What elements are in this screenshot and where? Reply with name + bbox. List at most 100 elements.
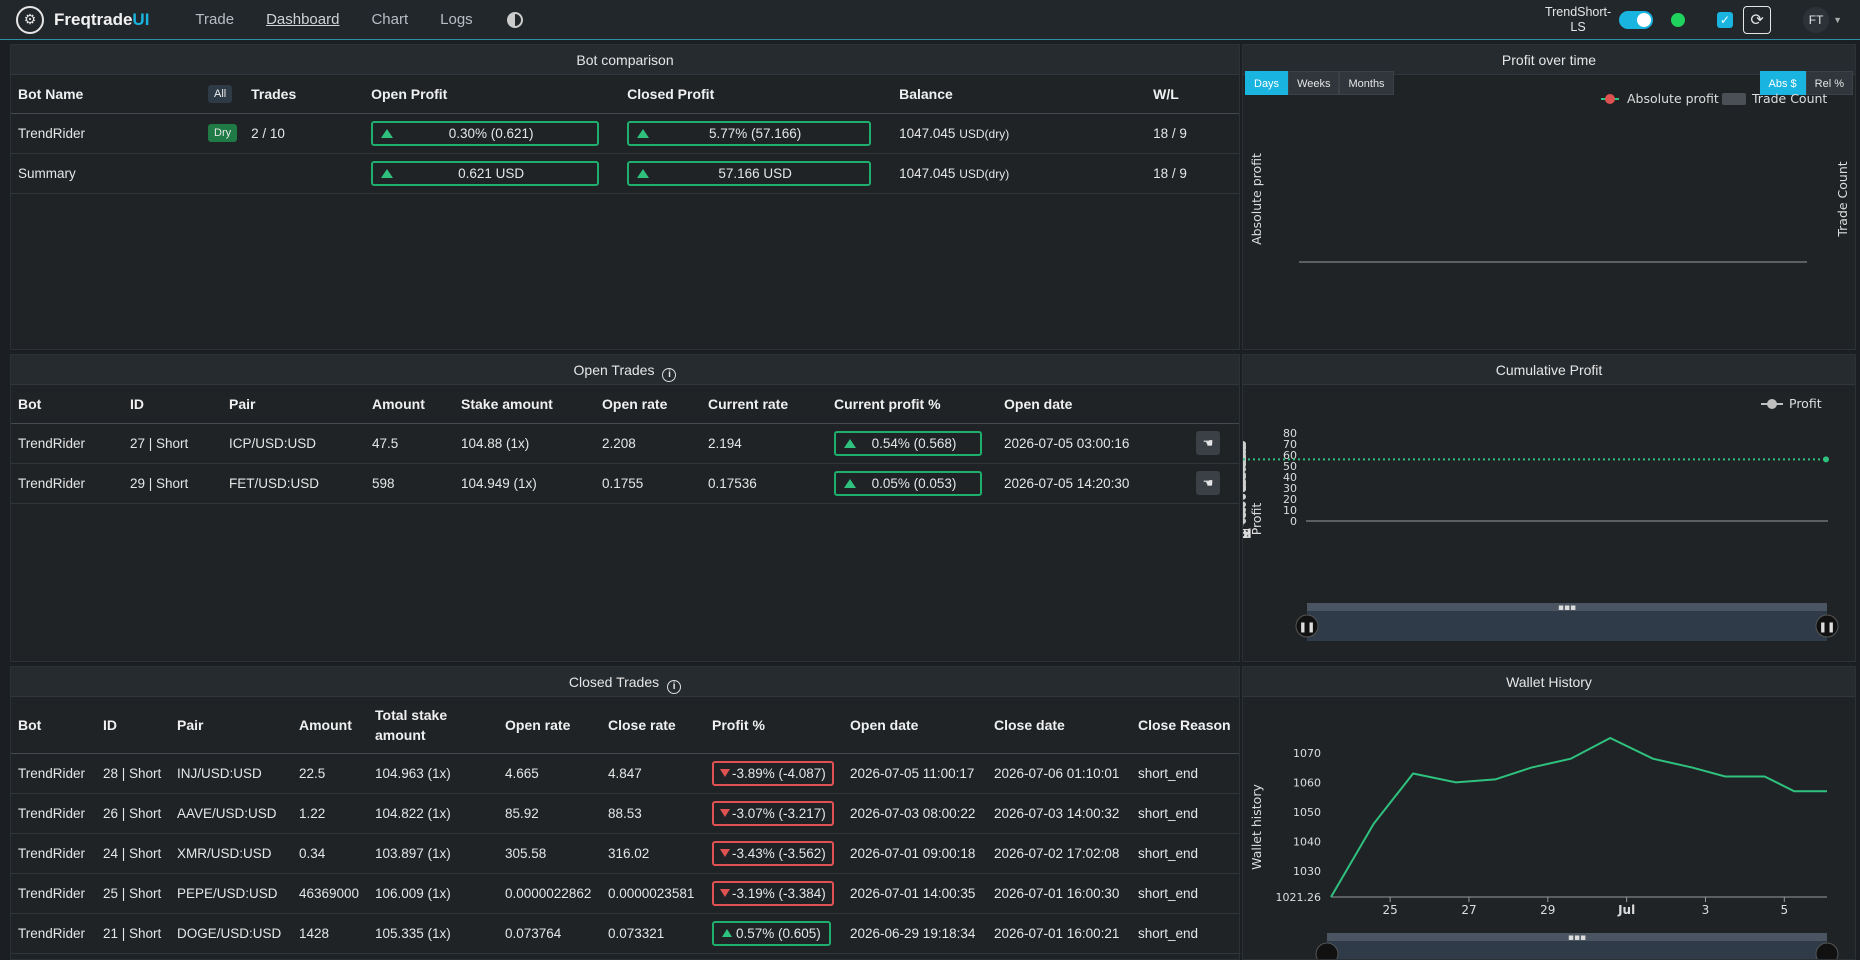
mode-rel-button[interactable]: Rel % [1805, 71, 1853, 95]
col-open-date[interactable]: Open date [997, 385, 1187, 424]
brand[interactable]: ⚙ FreqtradeUI [16, 5, 150, 34]
table-row[interactable]: TrendRider 27 | Short ICP/USD:USD 47.5 1… [11, 423, 1239, 464]
table-row[interactable] [11, 953, 1239, 959]
col-bot-name[interactable]: Bot Name [11, 75, 201, 114]
col-open-profit[interactable]: Open Profit [364, 75, 621, 114]
col-id[interactable]: ID [123, 385, 222, 424]
x-axis: 23252729Jul35 [1243, 521, 1252, 541]
table-row[interactable]: Summary 0.621 USD 57.166 USD 1047.045 US… [11, 153, 1239, 194]
col-close-reason[interactable]: Close Reason [1131, 697, 1239, 754]
brand-title: FreqtradeUI [54, 9, 150, 29]
svg-text:❚❚: ❚❚ [1819, 622, 1836, 633]
x-tick-label: 3 [1243, 527, 1247, 541]
nav-dashboard[interactable]: Dashboard [266, 11, 340, 28]
period-selector: Days Weeks Months [1245, 71, 1394, 95]
col-bot[interactable]: Bot [11, 697, 96, 754]
table-row[interactable]: TrendRider 29 | Short FET/USD:USD 598 10… [11, 463, 1239, 504]
range-slider-left-handle[interactable] [1315, 942, 1339, 960]
period-weeks-button[interactable]: Weeks [1288, 71, 1340, 95]
col-close-rate[interactable]: Close rate [601, 697, 705, 754]
y-tick-label: 80 [1283, 427, 1297, 440]
bot-name[interactable]: TrendShort-LS [1544, 4, 1612, 34]
nav-logs[interactable]: Logs [440, 11, 473, 28]
range-slider-right-handle[interactable] [1815, 942, 1839, 960]
col-current-rate[interactable]: Current rate [701, 385, 827, 424]
col-closed-profit[interactable]: Closed Profit [620, 75, 893, 114]
arrow-up-icon [381, 128, 394, 138]
col-amount[interactable]: Amount [365, 385, 454, 424]
period-months-button[interactable]: Months [1339, 71, 1394, 95]
table-row[interactable]: TrendRider 21 | Short DOGE/USD:USD 1428 … [11, 913, 1239, 954]
info-icon[interactable]: i [667, 680, 682, 694]
legend-profit-marker [1767, 399, 1777, 409]
y-tick-label: 10 [1283, 504, 1297, 517]
col-balance[interactable]: Balance [892, 75, 1147, 114]
col-open-rate[interactable]: Open rate [595, 385, 701, 424]
navbar: ⚙ FreqtradeUI Trade Dashboard Chart Logs… [0, 0, 1860, 40]
arrow-up-icon [637, 128, 650, 138]
profit-point [1243, 471, 1246, 478]
table-row[interactable]: TrendRider 25 | Short PEPE/USD:USD 46369… [11, 873, 1239, 914]
col-wl[interactable]: W/L [1146, 75, 1239, 114]
y-tick-label: 30 [1283, 482, 1297, 495]
col-pair[interactable]: Pair [170, 697, 292, 754]
theme-toggle-icon[interactable] [506, 11, 523, 28]
closed-profit-badge: 57.166 USD [627, 160, 872, 186]
col-bot[interactable]: Bot [11, 385, 123, 424]
col-open-date[interactable]: Open date [843, 697, 987, 754]
range-slider-track [1327, 933, 1827, 941]
x-tick-label: 25 [1382, 903, 1397, 917]
profit-loss-badge: -3.19% (-3.384) [712, 880, 834, 906]
profit-over-time-panel: Profit over time Days Weeks Months Abs $… [1242, 44, 1856, 350]
panel-title: Wallet History [1243, 667, 1855, 697]
range-slider-right-handle[interactable] [1815, 614, 1839, 638]
profit-win-badge: 0.57% (0.605) [712, 920, 831, 946]
profit-loss-badge: -3.89% (-4.087) [712, 760, 834, 786]
trade-actions-button[interactable]: ☚ [1196, 431, 1220, 455]
col-id[interactable]: ID [96, 697, 170, 754]
nav-chart[interactable]: Chart [371, 11, 409, 28]
col-amount[interactable]: Amount [292, 697, 368, 754]
legend-absolute-profit-marker [1605, 94, 1615, 104]
trade-actions-button[interactable]: ☚ [1196, 471, 1220, 495]
x-tick-label: 29 [1243, 527, 1251, 541]
col-current-profit[interactable]: Current profit % [827, 385, 997, 424]
bot-comparison-table: Bot Name All Trades Open Profit Closed P… [11, 75, 1239, 194]
profit-over-time-chart: Absolute profit Trade Count Absolute pro… [1249, 91, 1850, 263]
range-slider-left-handle[interactable] [1295, 614, 1319, 638]
panel-title: Closed Trades i [11, 667, 1239, 697]
bot-toggle[interactable] [1619, 10, 1654, 29]
info-icon[interactable]: i [662, 368, 677, 382]
range-slider-area [1307, 611, 1827, 641]
y-tick-label: 0 [1290, 515, 1297, 528]
profit-projection-point [1823, 456, 1829, 463]
col-trades[interactable]: Trades [244, 75, 365, 114]
svg-text:▪▪▪: ▪▪▪ [1568, 933, 1586, 943]
period-days-button[interactable]: Days [1245, 71, 1289, 95]
checkbox-icon[interactable]: ✓ [1717, 11, 1734, 28]
x-tick-label: 3 [1702, 903, 1710, 917]
x-tick-label: 27 [1461, 903, 1476, 917]
range-slider-area [1327, 941, 1827, 959]
table-row[interactable]: TrendRider Dry 2 / 10 0.30% (0.621) 5.77… [11, 113, 1239, 154]
y-tick-label: 1060 [1293, 776, 1321, 789]
table-row[interactable]: TrendRider 26 | Short AAVE/USD:USD 1.22 … [11, 793, 1239, 834]
mode-abs-button[interactable]: Abs $ [1759, 71, 1806, 95]
table-row[interactable]: TrendRider 28 | Short INJ/USD:USD 22.5 1… [11, 753, 1239, 794]
avatar[interactable]: FT [1803, 6, 1830, 33]
y-axis-label: Profit [1249, 503, 1264, 536]
col-stake[interactable]: Stake amount [454, 385, 595, 424]
col-total-stake[interactable]: Total stake amount [368, 697, 498, 754]
refresh-icon[interactable]: ⟳ [1743, 5, 1772, 34]
chevron-down-icon[interactable]: ▼ [1833, 14, 1842, 25]
all-badge[interactable]: All [208, 85, 233, 104]
nav-trade[interactable]: Trade [195, 11, 235, 28]
col-pair[interactable]: Pair [222, 385, 365, 424]
closed-profit-badge: 5.77% (57.166) [627, 120, 872, 146]
freqtrade-logo-icon: ⚙ [16, 5, 44, 34]
col-profit[interactable]: Profit % [705, 697, 843, 754]
col-open-rate[interactable]: Open rate [498, 697, 601, 754]
col-close-date[interactable]: Close date [987, 697, 1131, 754]
table-row[interactable]: TrendRider 24 | Short XMR/USD:USD 0.34 1… [11, 833, 1239, 874]
